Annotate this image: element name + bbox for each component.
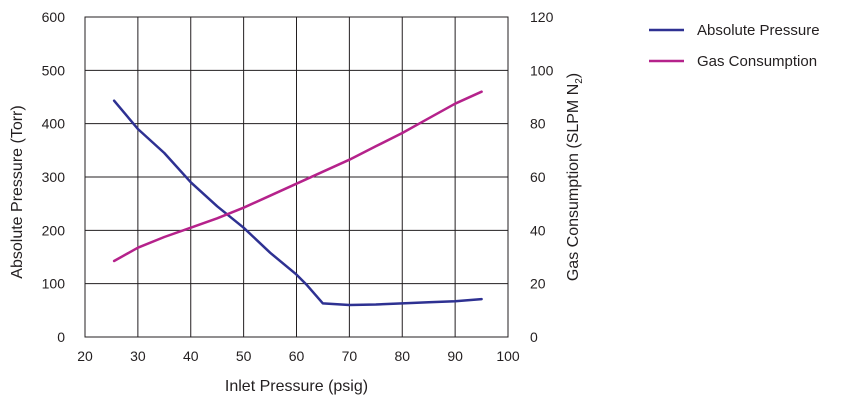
y2-axis-title-suffix: ) xyxy=(565,73,582,78)
y-tick-label: 100 xyxy=(42,276,66,292)
y2-tick-label: 0 xyxy=(530,329,538,345)
y2-tick-label: 40 xyxy=(530,222,546,238)
x-tick-label: 100 xyxy=(496,348,520,364)
y2-tick-label: 60 xyxy=(530,169,546,185)
y2-axis-title-main: Gas Consumption (SLPM N xyxy=(565,84,582,281)
y-tick-labels: 0 100 200 300 400 500 600 xyxy=(42,9,66,345)
legend-label-gas-consumption: Gas Consumption xyxy=(697,53,817,70)
series-lines xyxy=(112,90,483,307)
x-tick-label: 60 xyxy=(289,348,305,364)
y-tick-label: 500 xyxy=(42,62,66,78)
y-tick-label: 400 xyxy=(42,116,66,132)
x-tick-label: 80 xyxy=(394,348,410,364)
y-tick-label: 0 xyxy=(57,329,65,345)
y-tick-label: 600 xyxy=(42,9,66,25)
x-tick-label: 50 xyxy=(236,348,252,364)
y-axis-title: Absolute Pressure (Torr) xyxy=(9,105,26,278)
x-tick-label: 40 xyxy=(183,348,199,364)
y2-axis-title: Gas Consumption (SLPM N2) xyxy=(565,73,585,281)
y2-tick-label: 20 xyxy=(530,276,546,292)
x-tick-label: 20 xyxy=(77,348,93,364)
x-tick-label: 30 xyxy=(130,348,146,364)
y2-tick-label: 120 xyxy=(530,9,554,25)
plot-frame xyxy=(84,16,509,338)
y2-axis-title-subscript: 2 xyxy=(574,78,585,84)
y-tick-label: 300 xyxy=(42,169,66,185)
y2-tick-label: 80 xyxy=(530,116,546,132)
y2-tick-labels: 0 20 40 60 80 100 120 xyxy=(530,9,554,345)
y-tick-label: 200 xyxy=(42,222,66,238)
x-tick-label: 70 xyxy=(342,348,358,364)
y2-tick-label: 100 xyxy=(530,62,554,78)
series-line-absolute-pressure xyxy=(112,99,483,307)
series-line-gas-consumption xyxy=(112,90,483,263)
grid xyxy=(84,16,509,338)
legend-label-absolute-pressure: Absolute Pressure xyxy=(697,22,820,39)
legend: Absolute Pressure Gas Consumption xyxy=(649,22,820,70)
x-tick-label: 90 xyxy=(447,348,463,364)
x-axis-title: Inlet Pressure (psig) xyxy=(225,378,368,395)
x-tick-labels: 20 30 40 50 60 70 80 90 100 xyxy=(77,348,520,364)
